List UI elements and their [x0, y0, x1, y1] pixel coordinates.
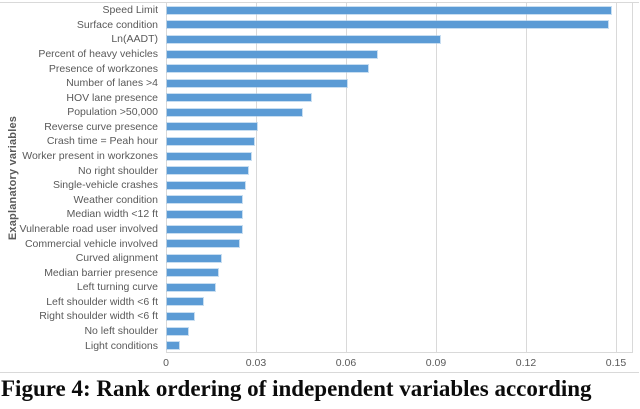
category-label: No right shoulder [78, 164, 158, 177]
bar [167, 181, 245, 189]
gridline [526, 3, 527, 352]
category-label: Surface condition [76, 18, 158, 31]
category-axis-labels: Speed Limit Surface condition Ln(AADT) Perc… [0, 3, 162, 353]
category-label: Number of lanes >4 [66, 77, 158, 90]
category-label: Left shoulder width <6 ft [46, 295, 158, 308]
x-axis-tick-labels: 0 0.03 0.06 0.09 0.12 0.15 [0, 355, 639, 371]
bar [167, 167, 248, 175]
category-label: Percent of heavy vehicles [38, 48, 158, 61]
figure-caption: Figure 4: Rank ordering of independent v… [1, 376, 592, 401]
bar [167, 240, 239, 248]
category-label: Ln(AADT) [111, 33, 158, 46]
category-label: Vulnerable road user involved [19, 222, 158, 235]
x-tick-label: 0.12 [515, 357, 537, 369]
bar [167, 210, 242, 218]
bar [167, 196, 242, 204]
bar [167, 123, 257, 131]
category-label: No left shoulder [84, 325, 158, 337]
category-label: Right shoulder width <6 ft [39, 310, 158, 323]
bar [167, 79, 347, 87]
category-label: Median width <12 ft [66, 208, 158, 221]
gridline [616, 3, 617, 352]
category-label: Commercial vehicle involved [24, 237, 158, 250]
bar [167, 254, 221, 262]
gridline [436, 3, 437, 352]
x-tick-label: 0.09 [425, 357, 447, 369]
gridline [346, 3, 347, 352]
x-tick-label: 0.06 [335, 357, 357, 369]
category-label: Curved alignment [75, 252, 158, 265]
bar [167, 108, 302, 116]
category-label: Left turning curve [76, 281, 158, 294]
category-label: HOV lane presence [66, 91, 158, 104]
category-label: Crash time = Peah hour [46, 135, 158, 148]
bar [167, 21, 608, 29]
category-label: Presence of workzones [48, 62, 158, 75]
bar [167, 225, 242, 233]
bar [167, 138, 254, 146]
category-label: Weather condition [73, 193, 158, 206]
bar [167, 283, 215, 291]
category-label: Population >50,000 [67, 106, 158, 119]
x-tick-label: 0.15 [605, 357, 627, 369]
category-label: Speed Limit [102, 4, 158, 17]
plot-area [166, 3, 633, 353]
bar [167, 6, 611, 14]
category-label: Worker present in workzones [22, 150, 158, 163]
category-label: Light conditions [85, 339, 158, 352]
category-label: Single-vehicle crashes [52, 179, 158, 192]
bar [167, 327, 188, 335]
bar-chart: Exaplanatory variables Speed Limit Surfac… [0, 2, 639, 373]
bar [167, 269, 218, 277]
bar [167, 342, 179, 350]
bar [167, 152, 251, 160]
x-tick-label: 0.03 [245, 357, 267, 369]
bar [167, 94, 311, 102]
bar [167, 65, 368, 73]
gridline [256, 3, 257, 352]
bar [167, 50, 377, 58]
x-tick-label: 0 [163, 357, 169, 369]
gridline [166, 3, 167, 352]
bar [167, 313, 194, 321]
category-label: Median barrier presence [44, 266, 158, 279]
category-label: Reverse curve presence [44, 120, 158, 133]
bar [167, 298, 203, 306]
bar [167, 35, 440, 43]
